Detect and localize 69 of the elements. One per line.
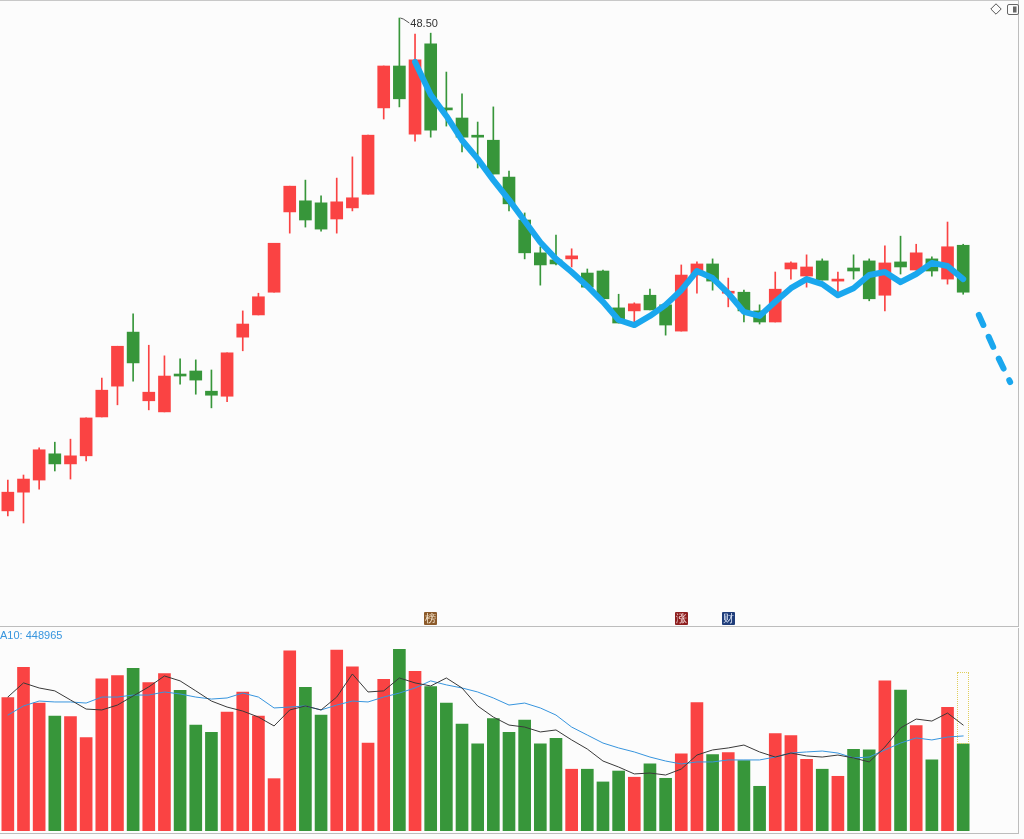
bar: [706, 754, 719, 831]
bar: [330, 649, 344, 831]
candlestick: [142, 344, 156, 411]
bar: [909, 725, 923, 831]
bar: [753, 785, 766, 831]
bar: [267, 778, 281, 831]
text: 榜: [424, 612, 438, 625]
bar: [533, 743, 547, 831]
bar: [377, 678, 391, 831]
candlestick: [189, 359, 203, 395]
bar: [471, 743, 485, 831]
bar: [831, 775, 845, 831]
bar: [440, 702, 453, 831]
text: 涨: [674, 612, 688, 625]
bar: [784, 735, 798, 831]
bar: [518, 719, 531, 831]
annotation: 48.50: [410, 17, 438, 31]
bar: [393, 648, 406, 831]
bar: [643, 763, 657, 831]
bar: [862, 749, 876, 831]
bar: [612, 770, 625, 831]
bar: [455, 723, 469, 831]
bar: [659, 777, 672, 831]
bar: [941, 706, 954, 831]
bar: [408, 670, 422, 831]
bar: [1, 697, 15, 831]
bar: [768, 733, 782, 831]
bar: [878, 680, 892, 831]
bar: [111, 675, 124, 831]
bar: [721, 752, 735, 831]
bar: [925, 759, 939, 831]
bar: [189, 724, 203, 831]
bar: [79, 737, 93, 831]
bar: [95, 678, 109, 831]
bar: [252, 715, 265, 831]
bar: [346, 666, 359, 831]
bar: [800, 758, 813, 831]
bar: [737, 760, 751, 831]
bar: [894, 689, 907, 831]
bar: [64, 716, 77, 831]
bar: [487, 718, 500, 831]
bar: [596, 781, 610, 831]
bar: [956, 743, 970, 831]
bar: [502, 731, 516, 831]
bar: [158, 673, 171, 831]
bar: [126, 668, 140, 831]
bar: [549, 737, 563, 831]
bar: [220, 711, 234, 831]
bar: [424, 686, 438, 831]
bar: [815, 768, 829, 831]
bar: [173, 690, 187, 831]
bar: [361, 742, 375, 831]
bar: [314, 714, 328, 831]
bar: [299, 686, 312, 831]
bar: [142, 682, 156, 831]
bar: [17, 666, 30, 831]
bar: [847, 748, 860, 831]
bar: [236, 691, 250, 831]
bar: [48, 715, 62, 831]
bar: [565, 768, 578, 831]
text: A10: 448965: [0, 629, 63, 641]
bar: [205, 731, 218, 831]
bar: [627, 776, 641, 831]
bar: [674, 753, 688, 831]
bar: [283, 650, 297, 831]
bar: [32, 702, 46, 831]
bar: [690, 702, 704, 831]
bar: [580, 768, 594, 831]
text: 财: [721, 612, 735, 625]
